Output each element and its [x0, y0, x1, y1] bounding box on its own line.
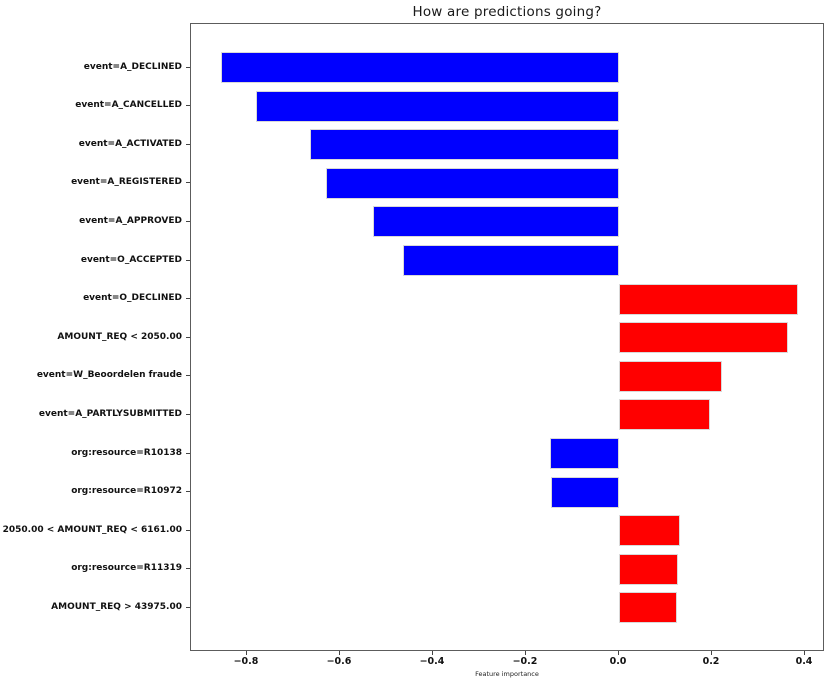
y-tick-mark: [186, 529, 190, 531]
y-tick-mark: [186, 606, 190, 608]
y-tick-label: event=A_DECLINED: [83, 61, 182, 72]
bar-negative: [256, 90, 619, 122]
bar-positive: [619, 592, 678, 624]
x-axis-label: Feature importance: [475, 670, 539, 678]
x-tick-label: −0.8: [233, 656, 259, 667]
y-tick-label: event=A_PARTLYSUBMITTED: [38, 408, 182, 419]
y-tick-mark: [186, 259, 190, 261]
bar-negative: [402, 245, 619, 276]
bar-negative: [220, 52, 619, 83]
y-tick-label: event=A_APPROVED: [79, 215, 182, 226]
y-tick-label: org:resource=R11319: [71, 563, 182, 574]
bar-positive: [619, 283, 798, 315]
y-tick-label: event=A_CANCELLED: [75, 100, 182, 111]
x-tick-mark: [339, 651, 340, 655]
y-tick-mark: [186, 182, 190, 184]
y-tick-mark: [186, 568, 190, 570]
y-tick-mark: [186, 105, 190, 107]
x-tick-label: 0.0: [609, 656, 627, 667]
x-tick-label: 0.4: [795, 656, 813, 667]
x-tick-mark: [804, 651, 805, 655]
bar-negative: [550, 438, 619, 469]
y-tick-mark: [186, 491, 190, 493]
bar-positive: [619, 322, 788, 354]
x-tick-label: −0.4: [419, 656, 445, 667]
y-tick-label: AMOUNT_REQ < 2050.00: [57, 331, 182, 342]
y-tick-mark: [186, 452, 190, 454]
bar-positive: [619, 515, 680, 547]
bar-positive: [619, 399, 711, 431]
y-tick-mark: [186, 143, 190, 145]
y-tick-label: 2050.00 < AMOUNT_REQ < 6161.00: [2, 524, 182, 535]
x-tick-mark: [246, 651, 247, 655]
y-tick-mark: [186, 298, 190, 300]
x-tick-mark: [525, 651, 526, 655]
y-tick-mark: [186, 66, 190, 68]
y-tick-label: event=A_ACTIVATED: [78, 138, 182, 149]
y-tick-mark: [186, 220, 190, 222]
x-tick-label: −0.2: [512, 656, 538, 667]
bar-negative: [372, 206, 619, 238]
x-tick-label: 0.2: [702, 656, 720, 667]
bar-negative: [325, 167, 619, 199]
bar-positive: [619, 360, 723, 392]
y-tick-label: event=A_REGISTERED: [71, 177, 182, 188]
y-tick-mark: [186, 375, 190, 377]
x-tick-mark: [711, 651, 712, 655]
bar-negative: [551, 476, 619, 508]
chart-title: How are predictions going?: [412, 4, 602, 20]
bar-positive: [619, 553, 679, 585]
y-tick-mark: [186, 336, 190, 338]
y-tick-label: org:resource=R10972: [71, 486, 182, 497]
bar-negative: [310, 129, 619, 161]
x-tick-mark: [618, 651, 619, 655]
x-tick-mark: [432, 651, 433, 655]
y-tick-label: event=W_Beoordelen fraude: [36, 370, 182, 381]
y-tick-label: event=O_DECLINED: [83, 293, 182, 304]
y-tick-label: AMOUNT_REQ > 43975.00: [51, 601, 182, 612]
y-tick-label: event=O_ACCEPTED: [80, 254, 182, 265]
y-tick-mark: [186, 413, 190, 415]
x-tick-label: −0.6: [326, 656, 352, 667]
plot-area: [190, 23, 824, 651]
y-tick-label: org:resource=R10138: [71, 447, 182, 458]
